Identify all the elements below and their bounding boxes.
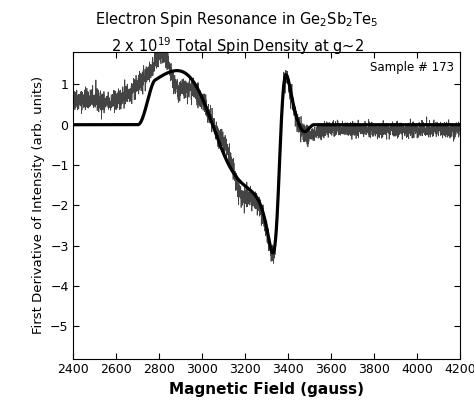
X-axis label: Magnetic Field (gauss): Magnetic Field (gauss) <box>169 382 364 397</box>
Text: 2 x 10$^{19}$ Total Spin Density at g~2: 2 x 10$^{19}$ Total Spin Density at g~2 <box>110 35 364 57</box>
Text: Electron Spin Resonance in Ge$_2$Sb$_2$Te$_5$: Electron Spin Resonance in Ge$_2$Sb$_2$T… <box>95 10 379 30</box>
Y-axis label: First Derivative of Intensity (arb. units): First Derivative of Intensity (arb. unit… <box>32 76 45 334</box>
Text: Sample # 173: Sample # 173 <box>370 61 454 74</box>
